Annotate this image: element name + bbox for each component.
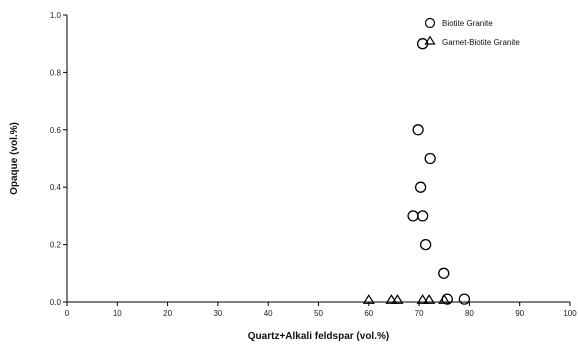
axes (66, 15, 570, 303)
y-tick-label: 0.0 (50, 298, 62, 307)
series-circles (407, 38, 471, 305)
circle-point (424, 152, 436, 165)
legend-item-garnet-biotite-granite: Garnet-Biotite Granite (424, 35, 520, 47)
triangle-point (362, 294, 375, 304)
legend-marker-circle (424, 17, 436, 29)
x-tick-label: 70 (415, 309, 424, 318)
legend-item-biotite-granite: Biotite Granite (424, 17, 493, 29)
x-tick-label: 40 (264, 309, 273, 318)
legend-label-garnet-biotite-granite: Garnet-Biotite Granite (442, 38, 520, 47)
y-axis-title: Opaque (vol.%) (9, 122, 20, 195)
x-tick-label: 20 (163, 309, 172, 318)
circle-point (414, 181, 427, 193)
x-tick-label: 100 (563, 309, 577, 318)
circle-point (419, 238, 432, 251)
y-axis-ticks: 0.0 0.2 0.4 0.6 0.8 1.0 (50, 11, 67, 307)
legend: Biotite Granite Garnet-Biotite Granite (424, 17, 520, 47)
x-axis-ticks: 0 10 20 30 40 50 60 70 80 90 100 (65, 302, 577, 318)
y-tick-label: 0.6 (50, 126, 62, 135)
y-tick-label: 0.8 (50, 68, 62, 77)
x-tick-label: 90 (515, 309, 524, 318)
circle-point (416, 210, 429, 222)
x-tick-label: 10 (113, 309, 122, 318)
circle-point (412, 124, 424, 136)
x-tick-label: 0 (65, 309, 70, 318)
legend-label-biotite-granite: Biotite Granite (442, 19, 493, 28)
data-points (362, 38, 471, 305)
y-tick-label: 0.4 (50, 183, 62, 192)
series-triangles (362, 294, 451, 304)
triangle-point (416, 294, 429, 304)
triangle-point (423, 294, 436, 304)
triangle-point (438, 294, 451, 304)
legend-marker-triangle (424, 35, 436, 45)
x-tick-label: 50 (314, 309, 323, 318)
circle-point (407, 210, 419, 222)
x-tick-label: 80 (465, 309, 474, 318)
x-axis-title: Quartz+Alkali feldspar (vol.%) (248, 331, 389, 342)
triangle-point (385, 294, 398, 304)
x-tick-label: 30 (213, 309, 222, 318)
circle-point (458, 293, 471, 305)
y-tick-label: 1.0 (50, 11, 62, 20)
triangle-point (391, 294, 404, 304)
x-tick-label: 60 (364, 309, 373, 318)
y-tick-label: 0.2 (50, 241, 62, 250)
circle-point (438, 267, 450, 279)
